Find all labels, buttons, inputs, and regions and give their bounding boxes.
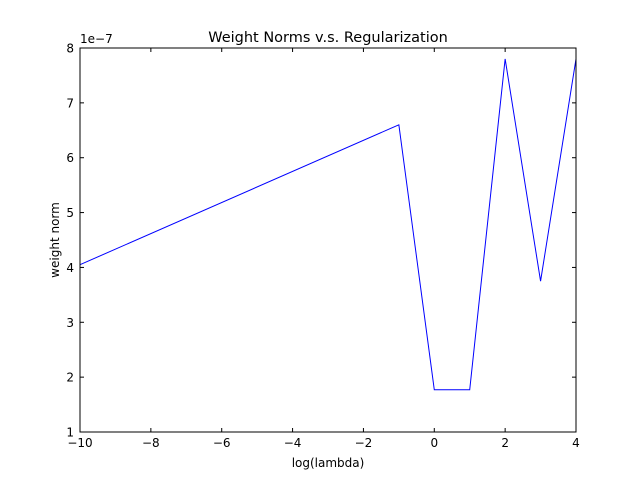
x-tick-label: −6 [213,436,231,450]
plot-area [80,48,576,432]
x-tick-label: 2 [501,436,509,450]
y-axis-title: weight norm [48,202,62,278]
y-tick-label: 6 [66,151,74,165]
y-tick-label: 2 [66,371,74,385]
y-offset-text: 1e−7 [80,32,113,46]
y-tick-label: 4 [66,261,74,275]
series-line-1 [79,58,577,391]
y-tick-label: 1 [66,426,74,440]
x-axis-title: log(lambda) [292,456,365,470]
y-tick-label: 7 [66,96,74,110]
x-tick-label: −8 [142,436,160,450]
y-tick-label: 3 [66,316,74,330]
plot-frame [79,47,577,433]
x-tick-label: −10 [67,436,92,450]
y-tick-label: 8 [66,42,74,56]
x-tick-label: 0 [430,436,438,450]
x-tick-label: −2 [355,436,373,450]
x-tick-label: 4 [572,436,580,450]
x-tick-label: −4 [284,436,302,450]
chart-title: Weight Norms v.s. Regularization [208,30,448,46]
y-tick-label: 5 [66,206,74,220]
